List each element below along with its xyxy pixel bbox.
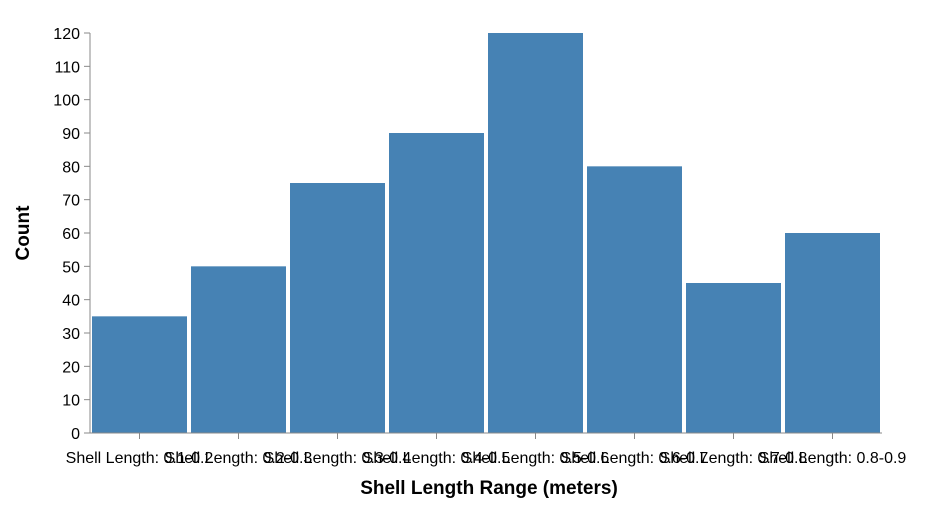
x-axis-title: Shell Length Range (meters) [360, 478, 618, 499]
x-tick-label: Shell Length: 0.3-0.4 [264, 450, 412, 467]
y-tick-label: 10 [62, 393, 80, 410]
bar [389, 133, 484, 433]
x-tick-label: Shell Length: 0.7-0.8 [660, 450, 808, 467]
bar [191, 266, 286, 433]
x-tick-label: Shell Length: 0.2-0.3 [165, 450, 313, 467]
y-tick-label: 50 [62, 259, 80, 276]
y-axis: 0 10 20 30 40 50 60 70 80 90 100 110 120 [53, 26, 91, 443]
y-tick-label: 20 [62, 359, 80, 376]
y-tick-label: 40 [62, 293, 80, 310]
bar [92, 316, 187, 433]
y-tick-label: 80 [62, 159, 80, 176]
bar [785, 233, 880, 433]
bar [686, 283, 781, 433]
bar [290, 183, 385, 433]
bar [587, 166, 682, 434]
x-tick-label: Shell Length: 0.5-0.6 [462, 450, 610, 467]
y-tick-label: 70 [62, 193, 80, 210]
x-tick-label: Shell Length: 0.1-0.2 [66, 450, 214, 467]
y-tick-label: 100 [53, 93, 80, 110]
y-tick-label: 60 [62, 226, 80, 243]
y-tick-label: 30 [62, 326, 80, 343]
x-tick-label: Shell Length: 0.6-0.7 [561, 450, 709, 467]
y-axis-title: Count [13, 205, 34, 261]
bar [488, 33, 583, 433]
y-tick-label: 0 [71, 426, 80, 443]
y-tick-label: 90 [62, 126, 80, 143]
bars-group [92, 33, 880, 434]
x-tick-label: Shell Length: 0.4-0.5 [363, 450, 511, 467]
x-tick-label: Shell Length: 0.8-0.9 [759, 450, 907, 467]
y-tick-label: 120 [53, 26, 80, 43]
y-tick-label: 110 [54, 59, 80, 76]
